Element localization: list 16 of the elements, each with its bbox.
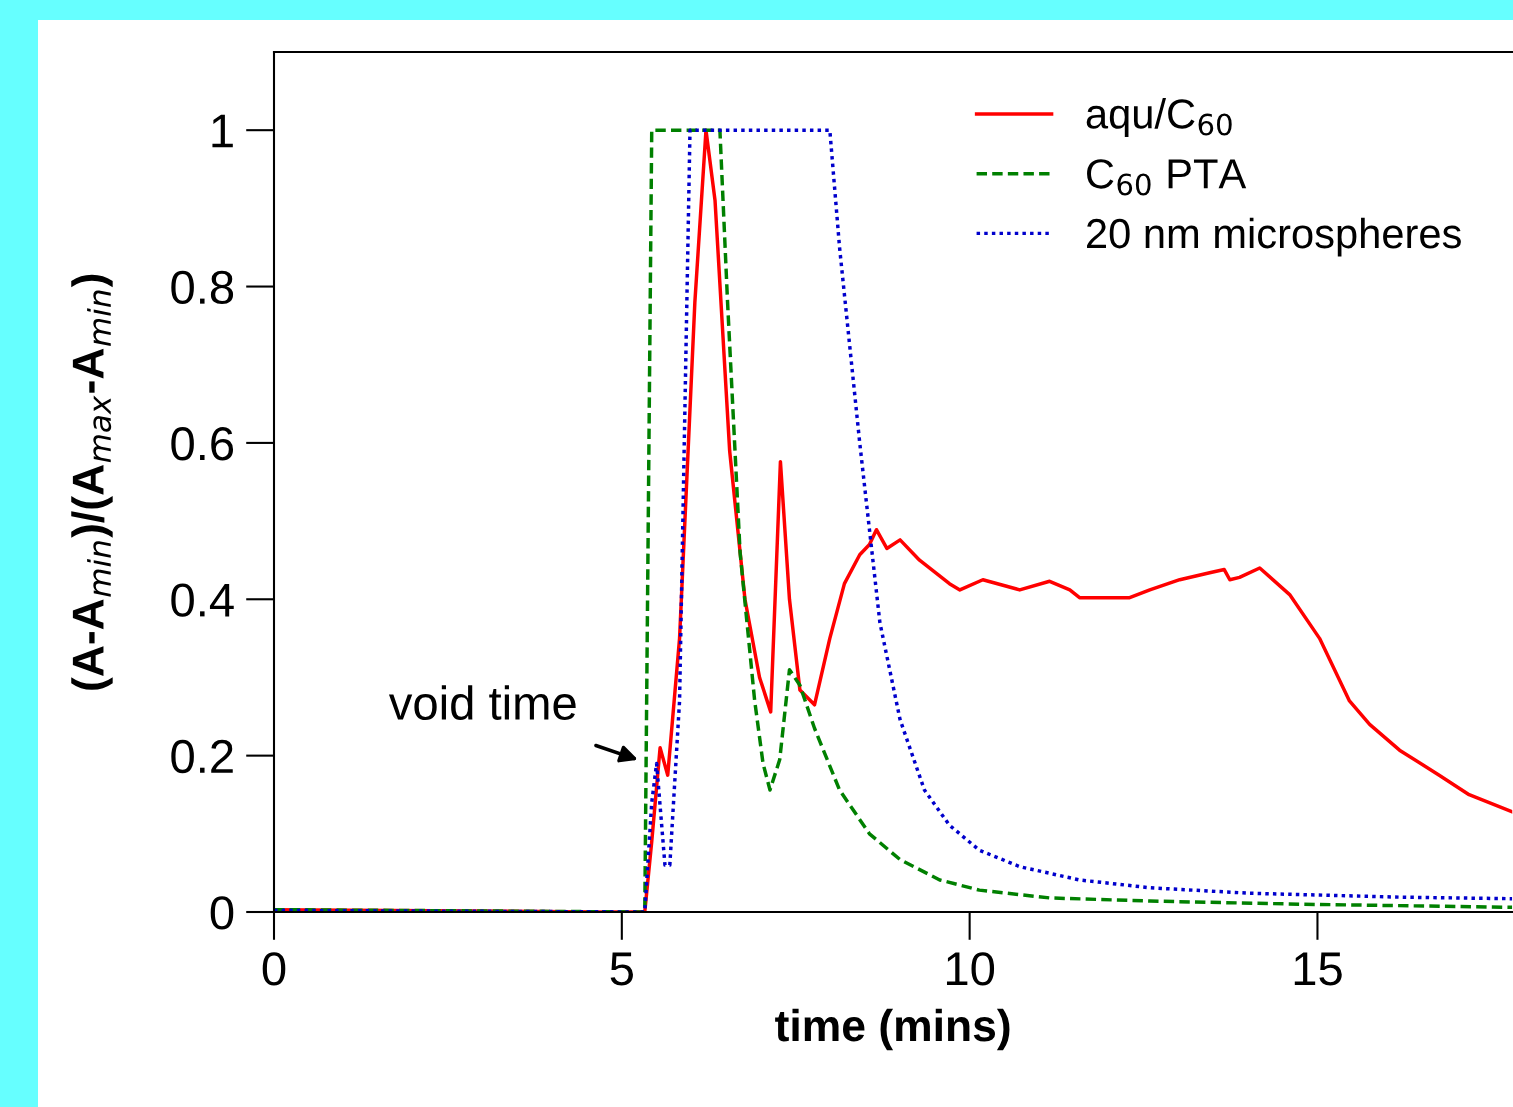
y-tick-label: 0	[210, 896, 234, 930]
legend-label: C$_{60}$ PTA	[1087, 159, 1247, 196]
x-tick-label: 0	[262, 952, 286, 986]
y-tick-label: 0.6	[171, 427, 234, 461]
x-tick-label: 5	[610, 952, 633, 986]
x-axis-title: time (mins)	[775, 1008, 1010, 1051]
y-tick-label: 0.8	[171, 270, 234, 305]
legend-label: aqu/C$_{60}$	[1086, 98, 1232, 137]
legend-label: 20 nm microspheres	[1087, 217, 1461, 257]
y-tick-label: 0.2	[171, 739, 233, 774]
annotation: void time	[388, 685, 576, 720]
x-tick-label: 15	[1294, 952, 1342, 986]
y-tick-label: 1	[212, 114, 233, 148]
x-tick-label: 10	[946, 952, 995, 986]
y-tick-label: 0.4	[171, 583, 234, 617]
y-axis-title: (A-A$_{min}$)/(A$_{max}$-A$_{min}$)	[71, 274, 113, 690]
